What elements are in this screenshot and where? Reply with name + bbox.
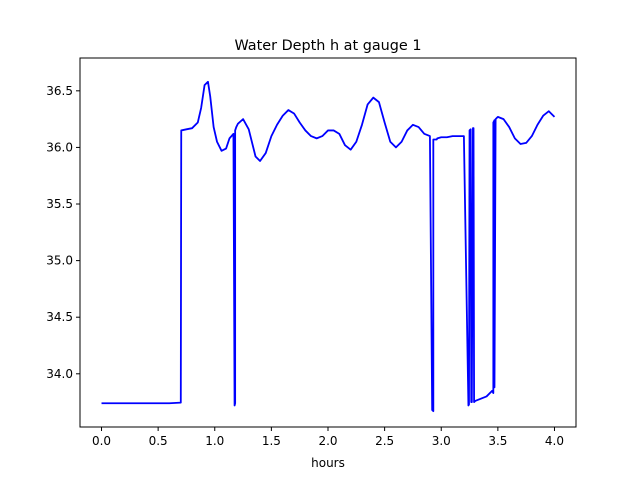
x-tick-label: 0.5: [149, 434, 168, 448]
x-tick-label: 2.5: [375, 434, 394, 448]
x-tick-label: 0.0: [92, 434, 111, 448]
x-tick-label: 3.5: [488, 434, 507, 448]
y-axis: 34.0 34.5 35.0 35.5 36.0 36.5: [46, 84, 80, 381]
x-tick-label: 3.0: [432, 434, 451, 448]
chart-title: Water Depth h at gauge 1: [234, 38, 421, 54]
y-tick-label: 35.5: [46, 197, 73, 211]
x-tick-label: 4.0: [545, 434, 564, 448]
y-tick-label: 34.5: [46, 310, 73, 324]
x-axis-label: hours: [311, 456, 345, 470]
y-tick-label: 35.0: [46, 254, 73, 268]
x-tick-label: 1.5: [262, 434, 281, 448]
series-line-0: [101, 80, 556, 413]
y-tick-label: 34.0: [46, 367, 73, 381]
y-tick-label: 36.5: [46, 84, 73, 98]
x-tick-label: 1.0: [205, 434, 224, 448]
x-tick-label: 2.0: [318, 434, 337, 448]
y-tick-label: 36.0: [46, 140, 73, 154]
x-axis: 0.0 0.5 1.0 1.5 2.0 2.5 3.0 3.5 4.0: [92, 427, 564, 448]
